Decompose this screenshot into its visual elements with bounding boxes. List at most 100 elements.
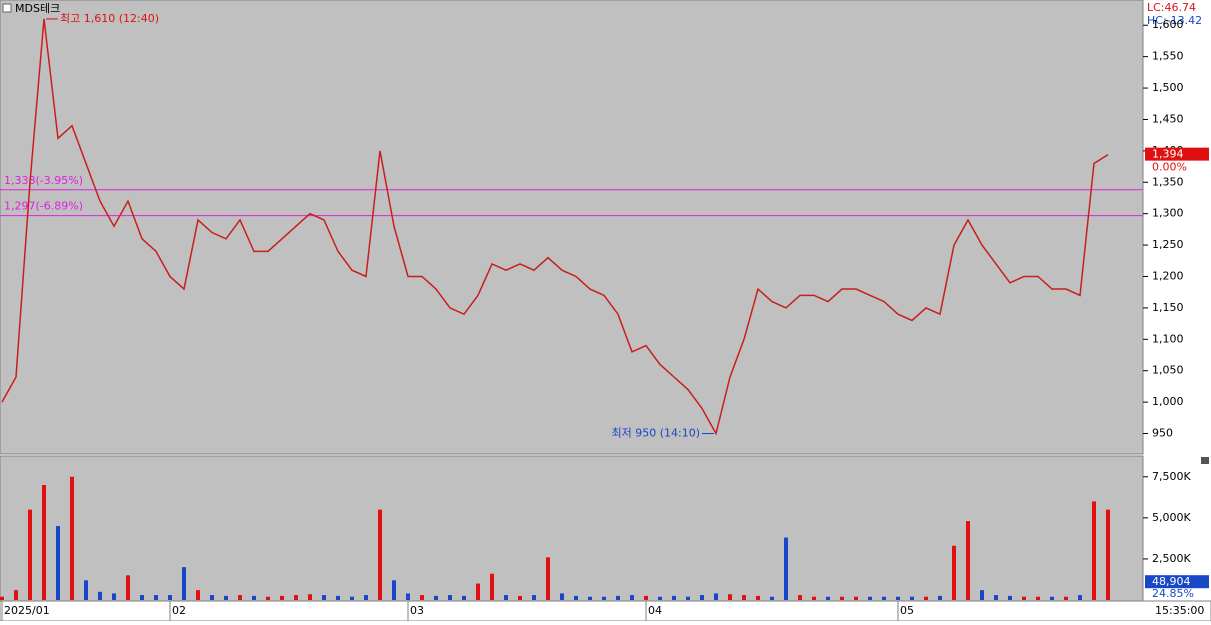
y-tick-label: 1,600	[1152, 18, 1184, 31]
volume-bar	[70, 476, 74, 600]
y-tick-label: 1,050	[1152, 364, 1184, 377]
volume-bar	[644, 595, 648, 600]
volume-bar	[924, 596, 928, 600]
reference-label: 1,338(-3.95%)	[4, 174, 83, 187]
volume-bar	[532, 595, 536, 600]
y-tick-label: 5,000K	[1152, 511, 1191, 524]
volume-bar	[882, 596, 886, 600]
volume-bar	[616, 595, 620, 600]
volume-bar	[518, 595, 522, 600]
y-tick-label: 950	[1152, 427, 1173, 440]
volume-bar	[280, 595, 284, 600]
volume-bar	[686, 596, 690, 600]
y-tick-label: 1,550	[1152, 50, 1184, 63]
x-tick-label: 05	[900, 604, 914, 617]
x-tick-label: 04	[648, 604, 662, 617]
volume-bar	[784, 537, 788, 600]
y-tick-label: 7,500K	[1152, 470, 1191, 483]
volume-bar	[126, 575, 130, 600]
y-tick-label: 1,350	[1152, 175, 1184, 188]
volume-bar	[168, 595, 172, 600]
volume-panel	[0, 455, 1144, 602]
volume-bar	[252, 595, 256, 600]
volume-bar	[28, 509, 32, 600]
volume-bar	[980, 590, 984, 600]
volume-bar	[196, 590, 200, 600]
volume-bar	[308, 594, 312, 600]
lc-indicator: LC:46.74	[1147, 1, 1196, 14]
time-label: 15:35:00	[1155, 604, 1204, 617]
volume-bar	[266, 596, 270, 600]
volume-bar	[294, 595, 298, 600]
volume-bar	[896, 596, 900, 600]
y-tick-label: 1,500	[1152, 81, 1184, 94]
volume-bar	[1092, 501, 1096, 600]
volume-bar	[700, 595, 704, 600]
volume-bar	[448, 595, 452, 600]
last-price-label: 1,394	[1152, 148, 1184, 161]
panel-button[interactable]	[1201, 457, 1209, 464]
volume-bar	[560, 593, 564, 600]
x-tick-label: 02	[172, 604, 186, 617]
volume-bar	[602, 596, 606, 600]
volume-bar	[672, 595, 676, 600]
volume-bar	[728, 594, 732, 600]
volume-bar	[910, 596, 914, 600]
volume-bar	[350, 596, 354, 600]
x-tick-label: 03	[410, 604, 424, 617]
volume-bar	[364, 595, 368, 600]
volume-bar	[434, 595, 438, 600]
volume-bar	[182, 567, 186, 600]
last-volume-change: 24.85%	[1152, 587, 1194, 600]
volume-bar	[154, 595, 158, 600]
volume-bar	[0, 596, 4, 600]
volume-bar	[1008, 595, 1012, 600]
volume-bar	[378, 509, 382, 600]
stock-title: MDS테크	[15, 2, 60, 15]
volume-bar	[658, 596, 662, 600]
y-tick-label: 1,150	[1152, 301, 1184, 314]
annotation-label: 최고 1,610 (12:40)	[60, 12, 159, 25]
volume-bar	[854, 596, 858, 600]
volume-bar	[336, 595, 340, 600]
volume-bar	[952, 545, 956, 600]
reference-label: 1,297(-6.89%)	[4, 200, 83, 213]
volume-bar	[1064, 596, 1068, 600]
volume-bar	[140, 595, 144, 600]
x-tick-label: 2025/01	[4, 604, 50, 617]
volume-bar	[840, 596, 844, 600]
volume-bar	[224, 595, 228, 600]
volume-bar	[1106, 509, 1110, 600]
volume-bar	[84, 580, 88, 600]
volume-bar	[714, 593, 718, 600]
volume-bar	[756, 595, 760, 600]
volume-bar	[546, 557, 550, 600]
volume-bar	[322, 595, 326, 600]
last-volume-box	[1145, 575, 1209, 589]
volume-bar	[392, 580, 396, 600]
volume-bar	[966, 521, 970, 600]
volume-bar	[994, 595, 998, 600]
price-line	[1, 18, 1109, 436]
y-tick-label: 1,250	[1152, 238, 1184, 251]
annotation-label: 최저 950 (14:10)	[611, 427, 700, 440]
volume-bar	[112, 593, 116, 600]
volume-bar	[476, 583, 480, 600]
y-tick-label: 1,200	[1152, 269, 1184, 282]
volume-bar	[504, 595, 508, 600]
y-tick-label: 2,500K	[1152, 552, 1191, 565]
volume-bar	[588, 596, 592, 600]
volume-bar	[420, 595, 424, 600]
volume-bar	[938, 595, 942, 600]
volume-bar	[826, 596, 830, 600]
volume-bar	[490, 573, 494, 600]
volume-bar	[812, 596, 816, 600]
volume-bar	[1022, 596, 1026, 600]
y-tick-label: 1,300	[1152, 207, 1184, 220]
last-change-label: 0.00%	[1152, 161, 1187, 174]
hc-indicator: HC:-13.42	[1147, 14, 1202, 27]
volume-bar	[406, 593, 410, 600]
volume-bar	[42, 485, 46, 600]
